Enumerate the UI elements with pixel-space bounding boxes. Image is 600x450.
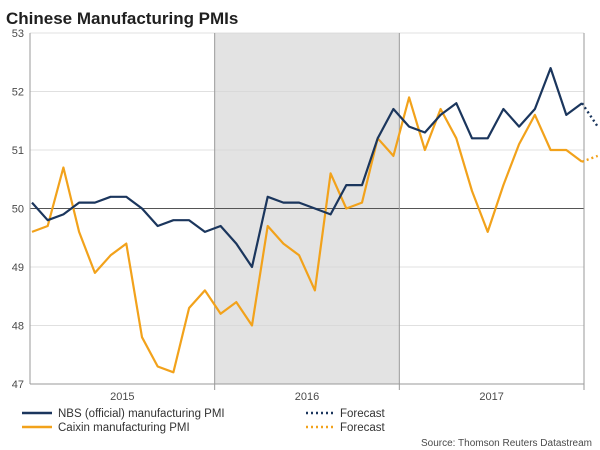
- series-line-caixin: [31, 96, 583, 374]
- source-note: Source: Thomson Reuters Datastream: [421, 438, 592, 449]
- x-axis-year-ticks: 2015 2016 2017: [110, 391, 504, 403]
- legend-label-forecast-caixin: Forecast: [340, 422, 386, 434]
- y-tick-label: 53: [12, 28, 24, 40]
- y-tick-label: 47: [12, 379, 24, 391]
- y-tick-label: 51: [12, 145, 24, 157]
- y-tick-label: 49: [12, 262, 24, 274]
- x-year-label: 2017: [479, 391, 503, 403]
- legend-label-forecast-nbs: Forecast: [340, 408, 386, 420]
- y-tick-label: 50: [12, 204, 24, 216]
- legend-label-nbs: NBS (official) manufacturing PMI: [58, 408, 225, 420]
- chart-title: Chinese Manufacturing PMIs: [6, 9, 238, 28]
- y-tick-label: 48: [12, 321, 24, 333]
- plot-frame: [29, 33, 585, 390]
- y-axis-ticks: 47 48 49 50 51 52 53: [12, 28, 24, 391]
- series-line-nbs: [31, 66, 583, 269]
- legend: NBS (official) manufacturing PMI Caixin …: [22, 408, 386, 434]
- series-lines: [31, 66, 599, 374]
- legend-label-caixin: Caixin manufacturing PMI: [58, 422, 190, 434]
- x-year-label: 2015: [110, 391, 134, 403]
- y-tick-label: 52: [12, 87, 24, 99]
- x-year-label: 2016: [295, 391, 319, 403]
